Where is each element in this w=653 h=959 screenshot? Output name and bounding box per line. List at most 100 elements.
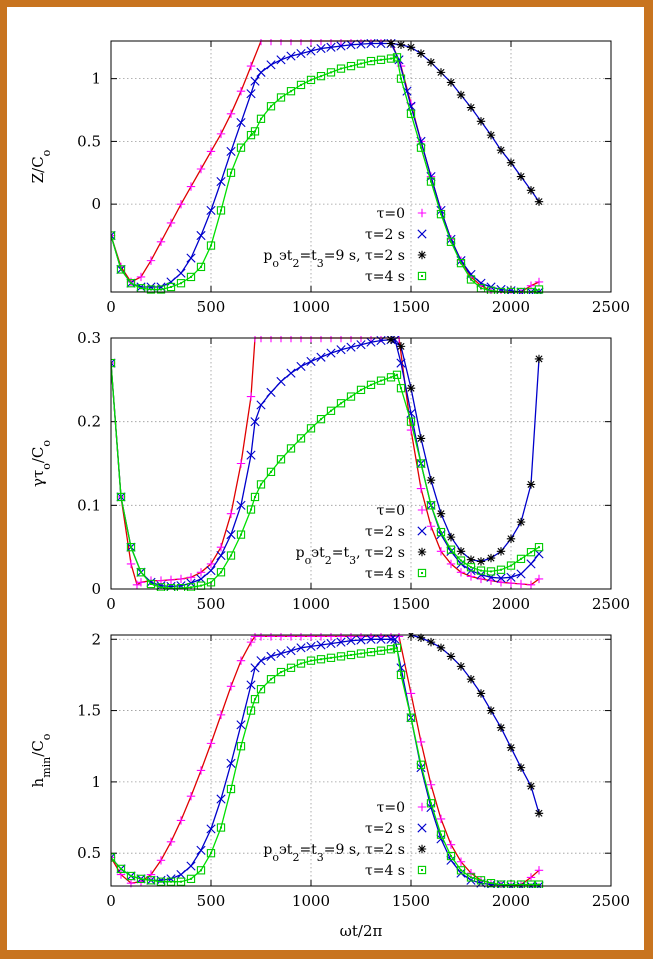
panel-2-series-1-point [111,358,116,368]
figure-frame: 0 500 1000 1500 2000 2500 0 0.5 1 Z/Co τ=0 τ=2 s poэ… [7,7,644,950]
panel-2-series-4-point [276,455,286,464]
panel-2-legend-marker-4-dot [421,572,423,574]
panel-3-series-4-point [286,663,296,672]
panel-1-series-4-point [446,237,456,246]
panel-3-series-4-point [186,874,196,884]
panel-2-series-4-point-dot [490,570,492,573]
panel-2-series-4-point-dot [396,373,398,376]
panel-2-series-4-point [286,444,296,453]
panel-2-series-4-point-dot [190,586,192,589]
panel-2-series-2-point [216,550,226,561]
panel-2-plot-frame [110,337,612,590]
panel-3-series-4-point-dot [530,883,532,886]
panel-3-series-2-point [276,648,286,659]
panel-2-series-4-point [146,579,156,589]
panel-3-series-4-point-dot [510,883,512,886]
panel-1-series-2-point [446,234,456,244]
panel-1-series-1-point [186,182,196,191]
panel-2-series-4-point [246,505,256,514]
panel-3-series-2-point [206,824,216,834]
panel-1-series-4-point [366,56,376,66]
panel-2-series-1-point [426,522,436,531]
panel-1: 0 500 1000 1500 2000 2500 0 0.5 1 Z/Co τ=0 τ=2 s poэ… [29,39,630,316]
panel-1-series-4-point [296,80,306,90]
panel-2-series-2-point [246,450,256,460]
panel-3: 0 500 1000 1500 2000 2500 0.5 1 1.5 2 hmin/Co τ=0 τ=… [29,630,630,940]
panel-3-series-1-point [394,633,404,641]
panel-1-series-4-point [386,54,396,63]
panel-2-series-1-point [176,574,186,584]
panel-3-series-2-point [196,845,206,855]
panel-1-y-tick-label: 0.5 [77,132,101,150]
panel-2-series-1-point [446,559,456,569]
panel-3-series-2-point [366,634,376,644]
panel-3-series-4-point [326,653,336,662]
panel-1-series-2-point [466,269,476,280]
panel-2-series-1-point [126,559,136,569]
panel-3-series-1-point [216,710,226,720]
panel-2-x-tick-label: 2000 [492,595,530,613]
panel-3-series-2-point [416,763,426,773]
panel-2-series-4-point-dot [300,437,302,440]
panel-3-series-1-point [526,873,536,882]
panel-2-series-2-point [250,417,260,427]
panel-2-series-4-point-dot [160,586,162,589]
panel-2-series-1-point [416,484,426,493]
panel-2-series-4-point [316,415,326,424]
panel-2: 0 500 1000 1500 2000 2500 0 0.1 0.2 0.3 γτo/Co τ=0 τ… [29,329,630,613]
panel-3-series-4-point [406,713,416,722]
panel-3-series-4-point-dot [310,659,312,662]
panel-2-series-4-point [534,543,544,552]
panel-2-series-4-point-dot [370,383,372,386]
panel-2-series-4-line [111,363,540,589]
panel-2-series-2-point [206,566,216,576]
panel-3-series-4-point [456,866,466,875]
panel-2-series-4-point [156,583,166,591]
panel-1-data [111,39,544,294]
panel-3-series-1-point [426,780,436,789]
panel-1-series-4-line [111,56,540,293]
panel-3-series-4-point-dot [370,651,372,654]
panel-2-series-4-point-dot [330,409,332,412]
panel-3-legend-label-2: τ=2 s [365,821,405,837]
panel-1-series-4-point-dot [360,62,362,65]
panel-2-series-3-point [534,354,544,364]
panel-1-series-2-point [256,67,266,77]
panel-2-series-4-point-dot [510,564,512,567]
panel-2-series-2-point [356,340,366,350]
panel-3-series-4-point [446,851,456,861]
panel-3-y-tick-label: 1.5 [77,702,101,720]
panel-3-series-4-point [496,880,506,888]
panel-3-series-4-point-dot [520,883,522,886]
panel-2-series-1-point [456,568,466,577]
panel-2-series-2-point [446,546,456,556]
panel-2-series-2-point [306,356,316,367]
panel-1-legend-marker-4 [417,271,427,281]
panel-2-x-tick-label: 1000 [292,595,330,613]
panel-3-series-1-point [206,739,216,748]
panel-3-series-4-point-dot [220,826,222,829]
panel-2-series-1-point [236,459,246,468]
panel-3-legend-label-4: τ=4 s [365,863,405,879]
panel-3-series-2-point [326,638,336,649]
panel-3-series-4-point [206,849,216,858]
panel-2-series-4-point [356,385,366,395]
panel-3-series-4-point [516,880,526,888]
panel-3-series-4-point-dot [380,649,382,652]
panel-3-series-1-point [406,689,416,698]
panel-2-series-4-point [386,373,396,382]
panel-2-series-4-point-dot [350,395,352,398]
panel-3-series-4-point-dot [500,883,502,886]
panel-2-series-2-point [346,342,356,352]
panel-2-series-1-point [476,574,486,584]
panel-1-series-4-point [316,71,326,81]
panel-1-series-2-point [316,43,326,54]
panel-1-series-3-point [516,172,526,181]
panel-1-series-4-point-dot [254,130,256,133]
panel-3-y-tick-label: 2 [91,630,101,648]
panel-2-series-1-point [186,573,196,582]
panel-3-series-4-point-dot [290,666,292,669]
panel-1-series-2-point [346,40,356,50]
panel-3-series-3-point [496,723,506,732]
panel-3-series-4-point [416,760,426,769]
